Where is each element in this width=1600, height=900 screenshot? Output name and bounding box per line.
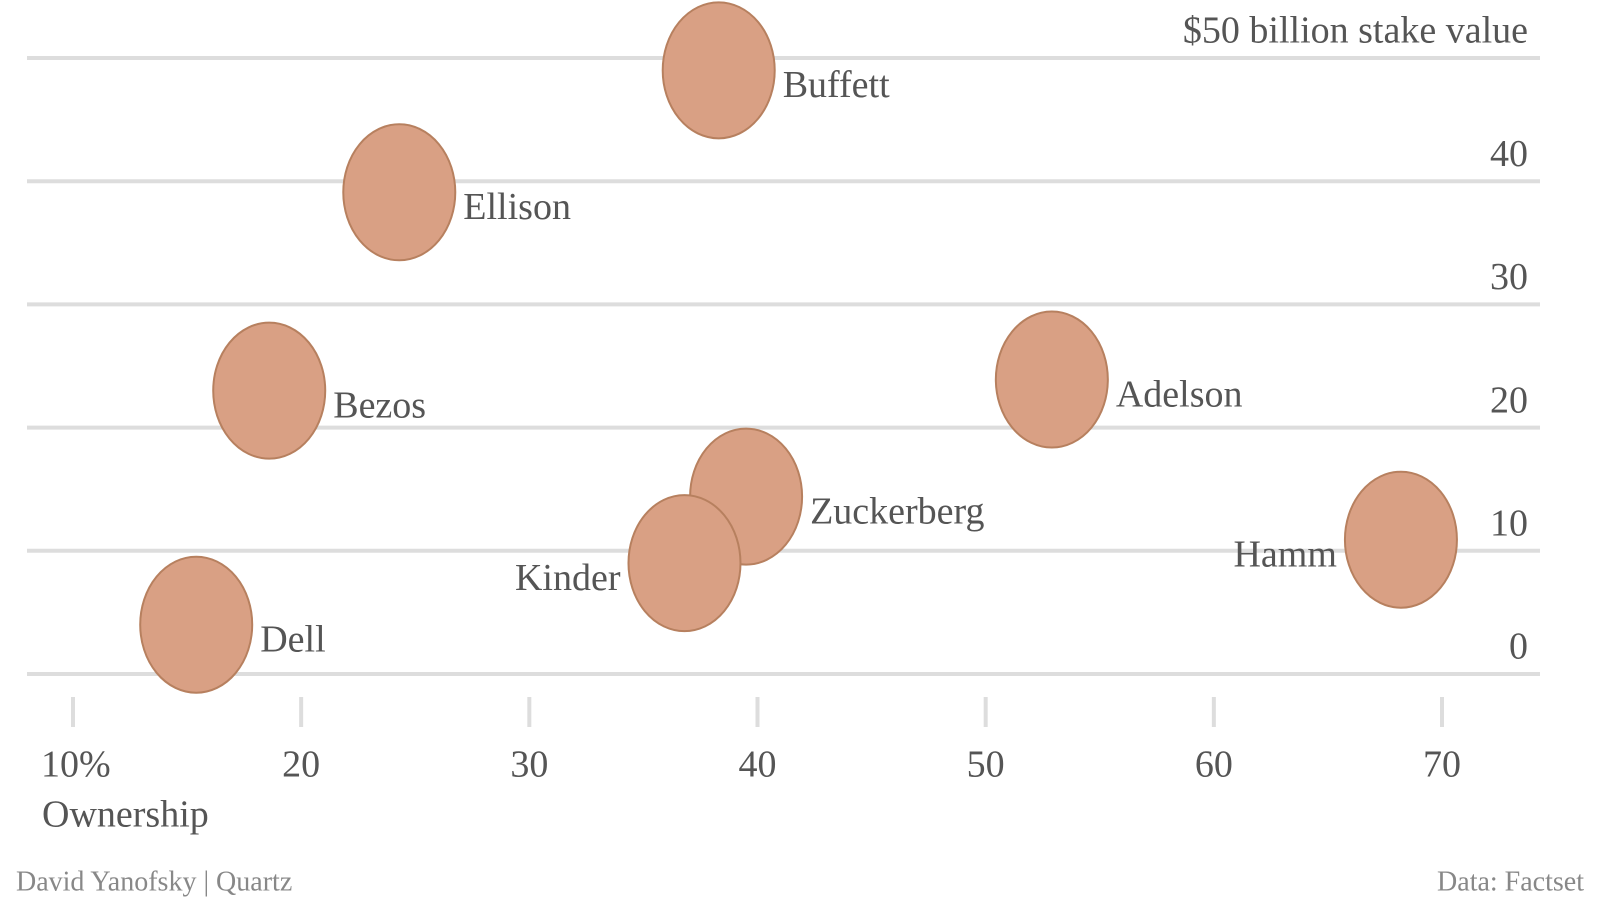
x-axis-title: Ownership	[42, 794, 209, 836]
face	[627, 494, 742, 633]
credit: David Yanofsky | Quartz	[16, 866, 292, 897]
x-tick-label: 30	[510, 744, 548, 786]
face	[994, 310, 1109, 449]
y-tick-label: 40	[1490, 133, 1528, 175]
x-tick-label: 10%	[41, 744, 111, 786]
x-tick-label: 20	[282, 744, 320, 786]
y-tick-label: 30	[1490, 256, 1528, 298]
face	[212, 321, 327, 460]
point-label: Hamm	[1233, 533, 1336, 575]
x-tick-label: 70	[1423, 744, 1461, 786]
point-label: Ellison	[463, 186, 571, 228]
face	[342, 123, 457, 262]
point-label: Bezos	[333, 384, 426, 426]
face	[139, 555, 254, 694]
point-label: Zuckerberg	[810, 490, 984, 532]
point-label: Kinder	[515, 557, 621, 599]
point-label: Buffett	[783, 64, 890, 106]
y-tick-label: 20	[1490, 379, 1528, 421]
x-tick-label: 40	[739, 744, 777, 786]
y-tick-label: $50 billion stake value	[1183, 10, 1528, 52]
face	[661, 1, 776, 140]
y-tick-label: 0	[1509, 626, 1528, 668]
x-tick-label: 60	[1195, 744, 1233, 786]
point-label: Dell	[260, 618, 325, 660]
x-tick-label: 50	[967, 744, 1005, 786]
y-tick-label: 10	[1490, 503, 1528, 545]
source: Data: Factset	[1437, 866, 1584, 897]
face	[1343, 470, 1458, 609]
point-label: Adelson	[1116, 373, 1243, 415]
